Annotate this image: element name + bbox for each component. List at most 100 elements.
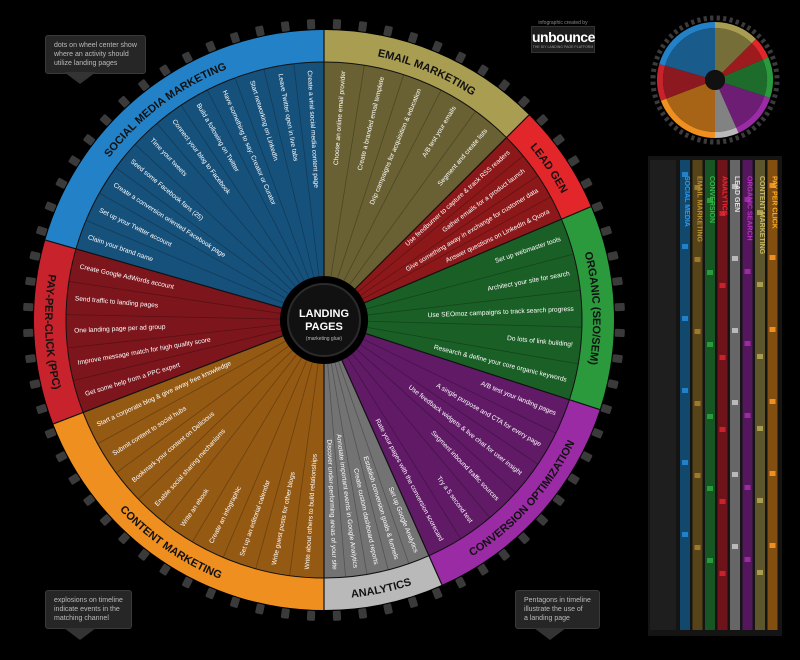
mini-rim-tab <box>772 61 778 67</box>
note-line: Pentagons in timeline <box>524 597 591 604</box>
band-ring <box>65 61 583 579</box>
center-hub: LANDING PAGES (marketing glue) <box>287 283 361 357</box>
wheel-band-social <box>45 30 325 249</box>
mini-rim-tab <box>769 55 776 61</box>
note-line: a landing page <box>524 615 570 622</box>
rim-tab <box>408 596 418 608</box>
mini-rim-tab <box>684 132 690 139</box>
sector-separator <box>53 335 284 425</box>
rim-tab <box>44 428 57 439</box>
mini-rim-tab <box>690 19 696 26</box>
rim-tab <box>600 404 612 414</box>
rim-tab <box>138 79 150 91</box>
rim-tab <box>612 354 623 364</box>
timeline-event-icon <box>707 486 713 491</box>
sector-divider <box>360 344 539 465</box>
sector-divider <box>360 175 539 296</box>
timeline-event-icon <box>744 197 751 202</box>
mini-rim-tab <box>751 125 757 132</box>
timeline-label: SOCIAL MEDIA <box>683 176 690 227</box>
sector-divider <box>68 281 281 314</box>
mini-rim-tab <box>740 132 746 139</box>
sector-divider <box>362 196 551 300</box>
rim-tab <box>408 32 418 44</box>
timeline-event-icon <box>719 499 726 504</box>
rim-tab <box>23 302 34 312</box>
rim-tab <box>498 79 510 91</box>
rim-tab <box>518 532 530 545</box>
timeline-event-icon <box>719 355 726 360</box>
mini-rim-tab <box>722 138 727 144</box>
mini-hub <box>705 70 725 90</box>
mini-rim-tab <box>656 105 663 111</box>
mini-rim-tab <box>773 68 779 73</box>
sector-divider <box>156 123 296 287</box>
mini-rim-tab <box>696 17 702 23</box>
center-subtitle: (marketing glue) <box>306 336 342 342</box>
timeline-event-icon <box>757 210 763 215</box>
mini-rim-tab <box>716 15 720 21</box>
timeline-event-icon <box>732 184 738 189</box>
mini-rim-tab <box>767 105 774 111</box>
sector-divider <box>346 357 462 540</box>
timeline-event-icon <box>732 256 738 261</box>
mini-rim-tab <box>660 111 666 117</box>
sector-divider <box>334 362 389 570</box>
timeline-label: CONVERSION <box>708 176 715 223</box>
rim-tab <box>591 428 604 439</box>
mini-rim-tab <box>703 16 708 22</box>
mini-rim-tab <box>716 139 720 145</box>
mini-rim-tab <box>652 61 658 67</box>
note-bottom-right: Pentagons in timeline illustrate the use… <box>515 590 600 629</box>
rim-tab <box>607 379 619 389</box>
rim-tab <box>36 404 48 414</box>
rim-tab <box>553 494 565 506</box>
mini-rim-tab <box>740 21 746 28</box>
timeline-lane <box>742 160 753 630</box>
rim-tab <box>205 587 216 600</box>
sector-divider <box>67 324 281 349</box>
timeline-lane <box>755 160 765 630</box>
sector-divider <box>255 362 313 569</box>
sector-divider <box>163 354 298 523</box>
sector-divider <box>115 167 289 295</box>
timeline-event-icon <box>719 427 726 432</box>
rim-tab <box>25 276 36 286</box>
timeline-event-icon <box>682 388 688 393</box>
mini-rim-tab <box>764 111 770 117</box>
rim-tab <box>567 473 580 485</box>
mini-rim-tab <box>746 129 752 135</box>
mini-rim-tab <box>652 93 658 99</box>
sector-divider <box>356 349 516 493</box>
mini-rim-tab <box>774 75 780 79</box>
sector-divider <box>367 320 582 328</box>
mini-sector-content <box>666 83 715 132</box>
sector-divider <box>337 74 405 279</box>
wheel-band-email <box>324 30 530 138</box>
rim-tab <box>455 51 467 64</box>
timeline-lane <box>730 160 740 630</box>
mini-band-conversion <box>736 96 771 133</box>
sector-divider <box>330 363 368 575</box>
timeline-lane <box>705 160 715 630</box>
note-line: matching channel <box>54 615 109 622</box>
mini-rim-tab <box>650 75 656 79</box>
rim-tab <box>614 302 625 312</box>
sector-divider <box>338 361 410 564</box>
mini-rim-tab <box>710 139 714 145</box>
wheel-sector-social <box>75 62 325 308</box>
timeline-event-icon <box>694 545 701 550</box>
mini-band-lead <box>751 38 769 60</box>
timeline-event-icon <box>682 460 688 465</box>
mini-rim-tab <box>668 120 675 127</box>
sector-divider <box>366 253 574 310</box>
wheel-sector-analytics <box>324 360 429 578</box>
timeline-label: ORGANIC SEARCH <box>746 176 753 241</box>
note-line: illustrate the use of <box>524 606 583 613</box>
timeline-event-icon <box>707 414 713 419</box>
rim-tab <box>23 328 34 338</box>
rim-tab <box>118 95 130 108</box>
wheel-sector-conversion <box>341 333 570 556</box>
mini-rim-tab <box>764 43 770 49</box>
